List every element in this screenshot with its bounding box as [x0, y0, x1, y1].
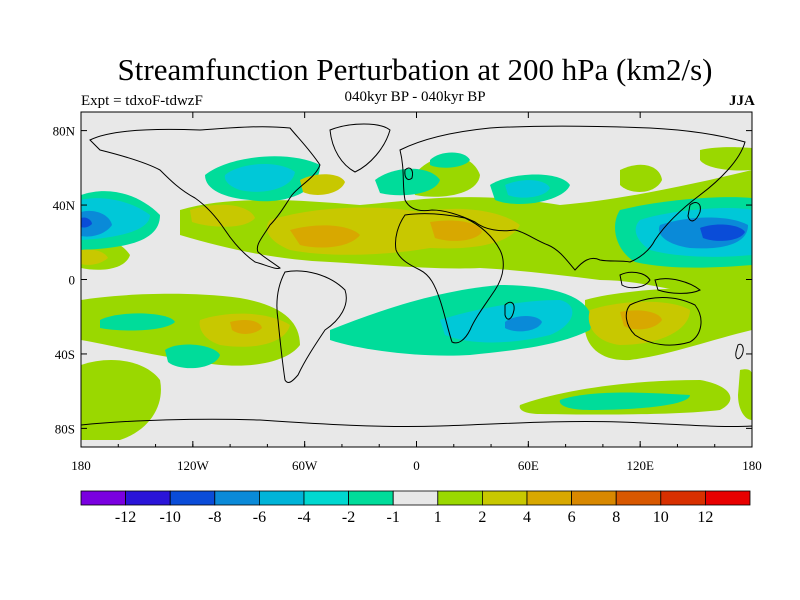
- x-tick-label: 0: [413, 458, 420, 473]
- coastline-maritime-continent: [619, 271, 701, 294]
- colorbar-label: 12: [697, 509, 713, 526]
- x-tick-label: 120W: [177, 458, 210, 473]
- x-axis: 180 120W 60W 0 60E 120E 180: [71, 112, 762, 473]
- map-title: Streamfunction Perturbation at 200 hPa (…: [117, 52, 713, 87]
- contour-negative-strongest: [81, 217, 745, 241]
- experiment-label: Expt = tdxoF-tdwzF: [81, 93, 203, 109]
- colorbar-swatch: [80, 490, 126, 506]
- colorbar-label: -2: [342, 509, 355, 526]
- colorbar-swatch: [571, 490, 617, 506]
- colorbar-label: -10: [160, 509, 181, 526]
- coastlines: [81, 123, 752, 447]
- coastline-new-zealand: [735, 343, 744, 360]
- x-tick-label: 60E: [518, 458, 539, 473]
- colorbar-swatch: [660, 490, 706, 506]
- colorbar-swatch: [169, 490, 216, 506]
- colorbar-swatch: [303, 490, 349, 506]
- coastline-japan: [687, 202, 701, 222]
- coastline-north-america: [89, 126, 321, 269]
- coastline-south-america: [276, 270, 347, 383]
- coastline-madagascar: [504, 301, 515, 320]
- colorbar-label: -6: [253, 509, 266, 526]
- x-tick-label: 60W: [292, 458, 318, 473]
- colorbar-label: 6: [568, 509, 576, 526]
- coastline-australia: [625, 297, 702, 346]
- y-tick-label: 80N: [53, 124, 76, 139]
- colorbar-swatch: [437, 490, 483, 506]
- colorbar-swatch: [214, 490, 260, 506]
- colorbar-label: -8: [208, 509, 221, 526]
- colorbar-label: 1: [434, 509, 442, 526]
- colorbar-label: -12: [115, 509, 136, 526]
- colorbar-swatch: [481, 490, 528, 506]
- colorbar-label: -4: [297, 509, 310, 526]
- coastline-antarctica: [81, 418, 752, 447]
- colorbar-swatch: [392, 490, 439, 506]
- y-tick-label: 80S: [55, 421, 75, 436]
- x-tick-label: 180: [742, 458, 762, 473]
- x-tick-label: 180: [71, 458, 91, 473]
- colorbar: -12 -10 -8 -6 -4 -2 -1 1 2 4 6 8 10 12: [80, 490, 751, 526]
- colorbar-swatch: [526, 490, 572, 506]
- colorbar-label: -1: [387, 509, 400, 526]
- colorbar-swatch: [125, 490, 171, 506]
- coastline-greenland: [329, 123, 391, 173]
- season-label: JJA: [729, 93, 755, 109]
- contour-field: [81, 112, 752, 447]
- colorbar-swatch: [615, 490, 662, 506]
- colorbar-label: 8: [612, 509, 620, 526]
- y-tick-label: 0: [69, 273, 76, 288]
- colorbar-label: 10: [653, 509, 669, 526]
- y-tick-label: 40S: [55, 347, 75, 362]
- colorbar-swatch: [348, 490, 394, 506]
- map-subtitle: 040kyr BP - 040kyr BP: [344, 89, 486, 105]
- colorbar-label: 2: [478, 509, 486, 526]
- colorbar-swatch: [258, 490, 305, 506]
- colorbar-swatch: [705, 490, 751, 506]
- contour-positive-strong: [230, 220, 662, 334]
- y-tick-label: 40N: [53, 198, 76, 213]
- x-tick-label: 120E: [626, 458, 654, 473]
- coastline-africa: [395, 213, 504, 344]
- coastline-eurasia: [399, 125, 746, 271]
- coastline-uk: [404, 167, 413, 181]
- y-axis: 80N 40N 0 40S 80S: [53, 124, 752, 436]
- colorbar-label: 4: [523, 509, 531, 526]
